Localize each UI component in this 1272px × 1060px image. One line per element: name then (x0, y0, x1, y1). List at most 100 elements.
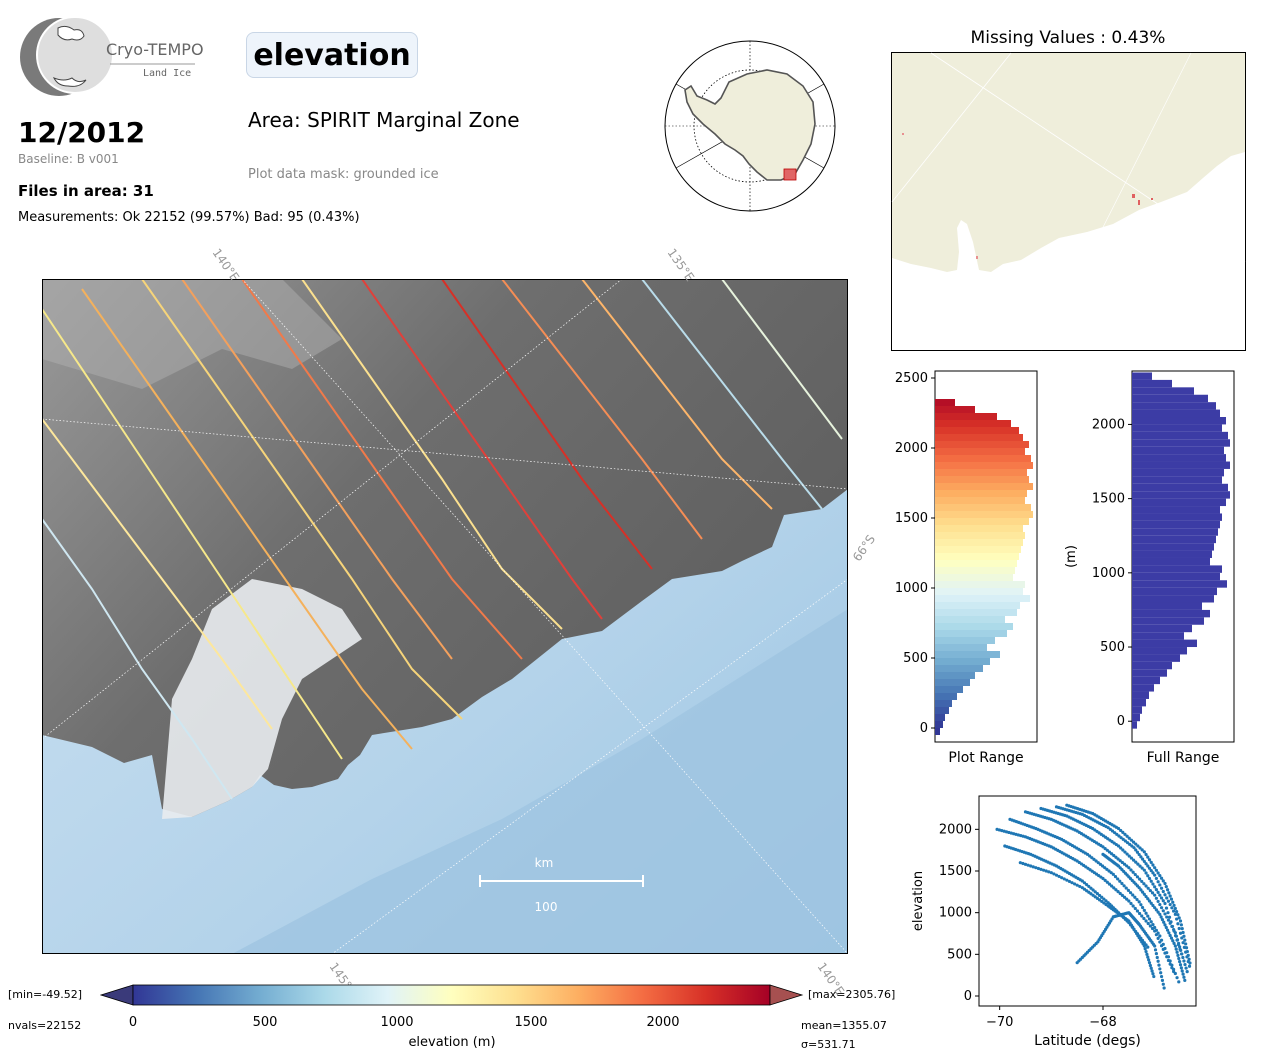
scatter-point (1141, 905, 1145, 910)
scatter-point (1139, 888, 1143, 892)
baseline-label: Baseline: B v001 (18, 152, 119, 166)
histogram-bar (1132, 372, 1152, 380)
scatter-point (1103, 866, 1107, 870)
scatter-point (1166, 911, 1170, 915)
scatter-point (1142, 868, 1146, 872)
histogram-bar (1132, 520, 1220, 529)
histogram-bar (935, 679, 970, 686)
scatter-point (1170, 924, 1175, 929)
histogram-bar (1132, 609, 1210, 618)
scatter-point (1103, 846, 1107, 851)
scatter-point (1018, 861, 1022, 865)
scatter-point (1153, 873, 1157, 877)
scatter-point (1134, 848, 1138, 852)
histogram-bar (1132, 498, 1226, 507)
histogram-bar (1132, 639, 1197, 648)
y-tick-label: 2000 (939, 822, 972, 837)
histogram-bar (935, 406, 975, 413)
scatter-point (1151, 923, 1155, 927)
histogram-bar (1132, 483, 1228, 492)
scatter-point (1179, 966, 1183, 970)
scatter-point (1153, 866, 1157, 870)
colorbar-label: elevation (m) (408, 1035, 496, 1050)
histogram-bar (1132, 543, 1214, 551)
scatter-point (1102, 897, 1106, 901)
scatter-point (1172, 967, 1176, 971)
scatter-point (1187, 957, 1191, 961)
scatter-point (1181, 955, 1185, 960)
histogram-bar (1132, 461, 1230, 469)
scatter-point (1112, 853, 1116, 858)
scatter-point (1180, 969, 1184, 973)
logo-globe (36, 16, 114, 94)
scatter-point (1151, 972, 1155, 976)
scatter-point (1135, 875, 1140, 879)
scatter-point (1142, 850, 1146, 854)
scatter-point (1097, 893, 1102, 898)
scatter-point (1119, 828, 1123, 833)
histogram-bar (935, 532, 1025, 539)
scatter-point (1156, 880, 1160, 884)
map-graticule (42, 279, 849, 955)
histogram-bar (935, 644, 987, 651)
scatter-point (1036, 866, 1041, 871)
scatter-point (1183, 978, 1187, 982)
scatter-point (1162, 986, 1166, 990)
scatter-point (1041, 868, 1046, 872)
scatter-point (1135, 897, 1139, 902)
scatter-point (1167, 891, 1171, 895)
scatter-point (1129, 856, 1134, 860)
histogram-bar (935, 413, 997, 420)
scatter-point (1065, 878, 1069, 882)
histogram-bar (935, 651, 1000, 658)
scatter-point (1142, 916, 1146, 921)
full_range_histogram-xlabel: Full Range (1147, 750, 1220, 766)
scatter-point (1120, 860, 1124, 865)
scatter-point (1182, 959, 1186, 963)
scatter-point (1054, 873, 1059, 877)
scatter-point (1140, 914, 1144, 918)
histogram-bar (1132, 676, 1160, 685)
scatter-point (1147, 858, 1152, 862)
scatter-point (1029, 864, 1033, 868)
scatter-point (1121, 830, 1125, 834)
scatter-point (1118, 891, 1122, 896)
scatter-point (1153, 925, 1157, 930)
colorbar-max: [max=2305.76] (808, 988, 896, 1001)
missing-point (1132, 194, 1135, 198)
scatter-point (1139, 855, 1143, 859)
scatter-point (1147, 961, 1152, 965)
scatter-point (1158, 873, 1162, 878)
histogram-bar (935, 623, 1013, 630)
scatter-point (1158, 934, 1162, 938)
histogram-bar (1132, 572, 1220, 581)
scatter-point (1184, 966, 1188, 970)
scatter-point (1165, 915, 1169, 919)
logo-continent-icon (57, 25, 85, 41)
scatter-point (1161, 942, 1165, 946)
scatter-point (1156, 890, 1160, 894)
histogram-bar (1132, 379, 1172, 388)
scatter-point (1101, 876, 1105, 881)
scatter-point (1104, 899, 1108, 903)
scatter-point (1087, 884, 1091, 889)
scatter-point (1175, 938, 1179, 942)
scatter-point (1117, 834, 1121, 838)
scatter-point (1144, 852, 1148, 857)
scatter-point (1137, 911, 1142, 916)
scatter-point (1146, 864, 1150, 868)
histogram-bar (1132, 439, 1230, 447)
scatter-point (1112, 886, 1116, 890)
histogram-bar (1132, 698, 1146, 707)
scatter-point (1116, 890, 1120, 894)
scatter-point (1178, 963, 1183, 967)
scatter-point (1126, 888, 1131, 892)
y-tick-label: 500 (1100, 640, 1125, 655)
scatter-point (1185, 970, 1189, 974)
scatter-point (1164, 925, 1168, 930)
scatter-point (1185, 949, 1189, 954)
scatter-point (1062, 877, 1066, 881)
histogram-bar (935, 560, 1017, 567)
colorbar-tick: 500 (252, 1015, 278, 1030)
scatter-point (1170, 963, 1174, 967)
